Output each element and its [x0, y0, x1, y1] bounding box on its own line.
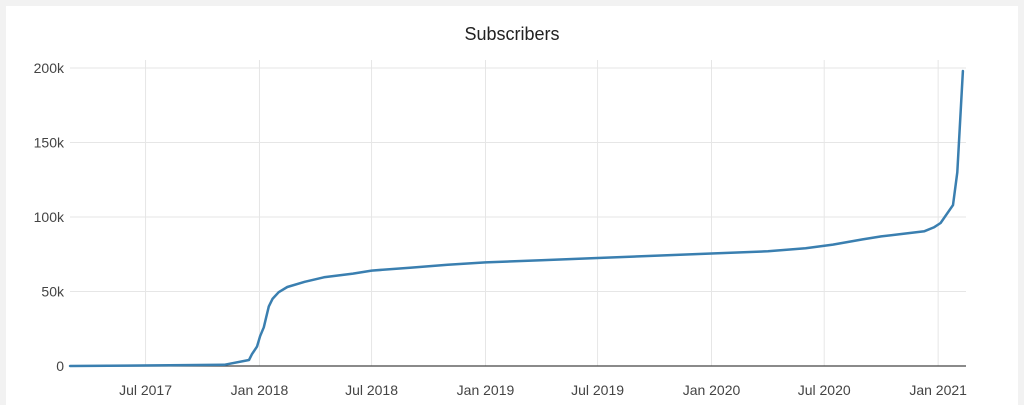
x-tick-label: Jul 2020: [798, 382, 851, 398]
x-tick-label: Jan 2019: [457, 382, 515, 398]
y-tick-label: 50k: [41, 284, 65, 300]
x-tick-label: Jul 2019: [571, 382, 624, 398]
y-tick-label: 200k: [34, 60, 65, 76]
x-tick-label: Jan 2018: [231, 382, 289, 398]
x-tick-label: Jan 2021: [909, 382, 967, 398]
chart-title: Subscribers: [464, 24, 559, 44]
y-tick-label: 150k: [34, 135, 65, 151]
subscribers-line: [68, 69, 965, 368]
line-chart: Subscribers 0 50k 100k 150k 200k Jul 2017 Jan…: [34, 24, 968, 398]
gridlines: [70, 60, 966, 366]
chart-card: Subscribers 0 50k 100k 150k 200k Jul 2017 Jan…: [6, 6, 1018, 405]
y-tick-label: 100k: [34, 209, 65, 225]
y-tick-label: 0: [56, 358, 64, 374]
x-axis-tick-labels: Jul 2017 Jan 2018 Jul 2018 Jan 2019 Jul 2019…: [119, 382, 967, 398]
x-tick-label: Jul 2018: [345, 382, 398, 398]
x-tick-label: Jan 2020: [683, 382, 741, 398]
x-tick-label: Jul 2017: [119, 382, 172, 398]
y-axis-tick-labels: 0 50k 100k 150k 200k: [34, 60, 65, 374]
